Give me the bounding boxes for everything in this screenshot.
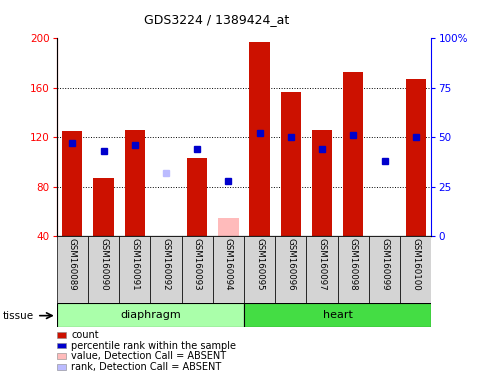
Text: GSM160092: GSM160092 [162,238,171,291]
Text: GSM160097: GSM160097 [317,238,326,291]
Text: GSM160098: GSM160098 [349,238,358,291]
Text: rank, Detection Call = ABSENT: rank, Detection Call = ABSENT [71,362,222,372]
Bar [307,236,338,303]
Bar [244,236,275,303]
Text: GSM160099: GSM160099 [380,238,389,291]
Bar [93,178,114,236]
Text: GSM160094: GSM160094 [224,238,233,291]
Bar [187,158,208,236]
Bar [125,130,145,236]
Bar [244,303,431,327]
Text: GSM160091: GSM160091 [130,238,139,291]
Bar [156,236,176,238]
Bar [249,42,270,236]
Bar [181,236,213,303]
Bar [150,236,181,303]
Text: value, Detection Call = ABSENT: value, Detection Call = ABSENT [71,351,227,361]
Text: GDS3224 / 1389424_at: GDS3224 / 1389424_at [144,13,289,26]
Bar [312,130,332,236]
Text: heart: heart [323,310,352,320]
Bar [406,79,426,236]
Text: GSM160095: GSM160095 [255,238,264,291]
Bar [213,236,244,303]
Text: diaphragm: diaphragm [120,310,181,320]
Text: GSM160096: GSM160096 [286,238,295,291]
Bar [275,236,307,303]
Bar [343,72,363,236]
Bar [338,236,369,303]
Bar [62,131,82,236]
Text: GSM160089: GSM160089 [68,238,77,291]
Text: tissue: tissue [2,311,34,321]
Text: GSM160100: GSM160100 [411,238,420,291]
Bar [119,236,150,303]
Bar [218,218,239,236]
Bar [369,236,400,303]
Bar [57,303,244,327]
Text: GSM160090: GSM160090 [99,238,108,291]
Bar [57,236,88,303]
Bar [400,236,431,303]
Text: count: count [71,330,99,340]
Text: GSM160093: GSM160093 [193,238,202,291]
Bar [88,236,119,303]
Bar [281,91,301,236]
Text: percentile rank within the sample: percentile rank within the sample [71,341,237,351]
